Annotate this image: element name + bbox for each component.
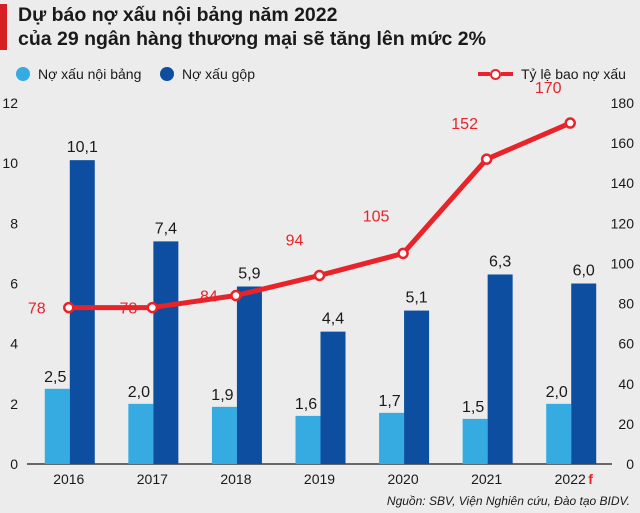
bar-value-label-gop: 4,4 [322,311,344,328]
left-axis-tick-label: 4 [10,336,18,352]
x-axis-tick-label: 2016 [53,471,84,487]
bar-value-label-noi-bang: 2,0 [128,384,150,401]
legend-swatch-light-blue [16,67,30,81]
x-axis-tick-label: 2017 [137,471,168,487]
bar-no-xau-noi-bang [211,406,237,464]
x-axis-tick-label: 2020 [387,471,418,487]
line-point-ty-le [146,301,159,314]
line-value-label: 78 [119,301,137,318]
bar-no-xau-noi-bang [379,412,405,464]
bar-no-xau-gop [571,283,597,464]
legend-line-marker-icon [478,68,513,80]
left-axis-tick-label: 2 [10,396,18,412]
line-value-label: 105 [363,208,390,225]
legend-item-gop: Nợ xấu gộp [160,64,255,84]
right-axis-tick-label: 100 [611,255,635,271]
bar-no-xau-gop [320,331,346,464]
bar-no-xau-noi-bang [44,388,70,464]
legend-label: Nợ xấu gộp [182,66,256,82]
bar-no-xau-noi-bang [128,403,154,464]
legend-swatch-dark-blue [160,67,174,81]
bar-no-xau-noi-bang [546,403,572,464]
chart-title: Dự báo nợ xấu nội bảng năm 2022 của 29 n… [18,3,628,51]
line-point-ty-le [397,247,409,260]
line-value-label: 170 [535,80,562,97]
left-axis-tick-label: 8 [10,215,18,231]
left-axis-tick-label: 10 [2,155,18,171]
line-point-ty-le [313,269,326,282]
bar-value-label-gop: 5,1 [405,290,427,307]
bar-value-label-noi-bang: 1,6 [295,396,317,413]
line-point-ty-le [230,289,242,302]
bar-value-label-noi-bang: 2,5 [44,369,66,386]
right-axis-tick-label: 0 [626,456,634,472]
x-axis-tick-label: 2021 [471,471,502,487]
bar-no-xau-gop [487,274,513,464]
line-point-ty-le [63,301,75,314]
right-axis-tick-label: 80 [618,296,634,312]
x-axis-tick-label: 2019 [304,471,335,487]
right-axis-tick-label: 40 [618,376,634,392]
left-axis-tick-label: 6 [10,276,18,292]
title-accent-bar [0,4,7,50]
x-axis-tick-label: 2022 [555,471,586,487]
bar-value-label-noi-bang: 1,7 [378,393,400,410]
legend-item-noi-bang: Nợ xấu nội bảng [16,64,141,84]
bar-no-xau-gop [236,286,262,464]
line-value-label: 78 [28,301,46,318]
bar-value-label-gop: 5,9 [238,266,260,283]
bar-value-label-gop: 6,0 [573,263,595,280]
bar-value-label-gop: 6,3 [489,253,511,270]
legend-label: Tỷ lệ bao nợ xấu [521,66,626,82]
right-axis-tick-label: 160 [611,135,635,151]
title-line-1: Dự báo nợ xấu nội bảng năm 2022 [18,4,338,26]
line-value-label: 152 [451,116,478,133]
right-axis-tick-label: 60 [618,336,634,352]
bar-no-xau-noi-bang [295,415,321,464]
source-note: Nguồn: SBV, Viện Nghiên cứu, Đào tạo BID… [386,494,630,508]
x-axis-tick-label: 2018 [220,471,251,487]
title-line-2: của 29 ngân hàng thương mại sẽ tăng lên … [18,28,486,50]
bar-no-xau-noi-bang [462,418,488,464]
right-axis-tick-label: 180 [611,95,635,111]
bar-value-label-noi-bang: 1,9 [211,387,233,404]
bar-value-label-gop: 7,4 [155,220,177,237]
legend-label: Nợ xấu nội bảng [38,66,142,82]
right-axis-tick-label: 140 [611,175,635,191]
bar-no-xau-gop [153,241,179,464]
line-point-ty-le [564,117,576,129]
bar-no-xau-gop [69,160,95,465]
bar-no-xau-gop [404,310,430,464]
line-value-label: 84 [200,289,218,306]
line-value-label: 94 [286,232,304,249]
line-point-ty-le [480,153,493,165]
bar-value-label-noi-bang: 1,5 [462,399,484,416]
right-axis-tick-label: 20 [618,416,634,432]
right-axis-tick-label: 120 [611,215,635,231]
left-axis-tick-label: 0 [10,456,18,472]
bar-value-label-noi-bang: 2,0 [546,384,568,401]
left-axis-tick-label: 12 [2,95,18,111]
bar-value-label-gop: 10,1 [67,139,98,156]
legend-item-ty-le: Tỷ lệ bao nợ xấu [478,64,626,84]
forecast-marker: f [588,471,593,487]
